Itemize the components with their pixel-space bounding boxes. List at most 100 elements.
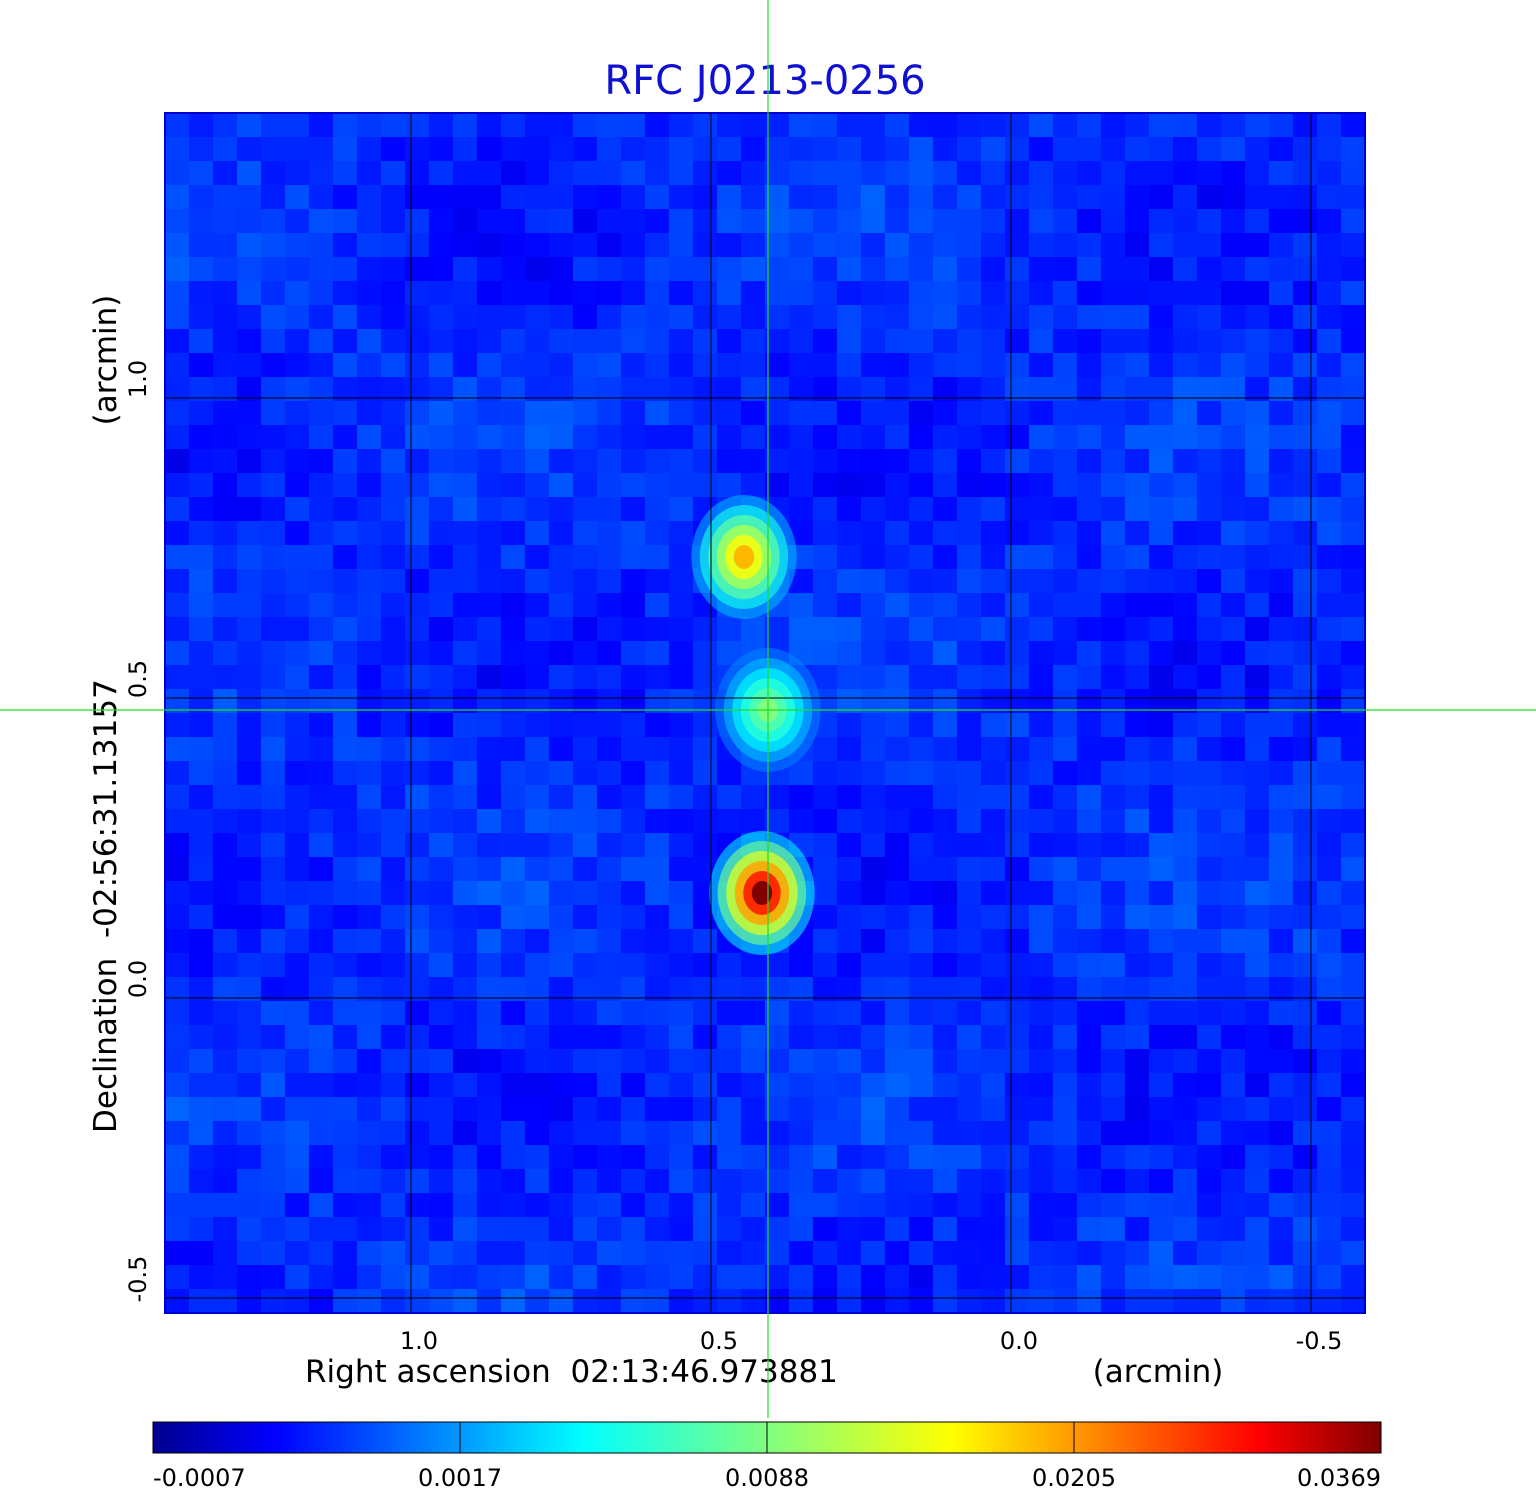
map-pixel (1149, 641, 1174, 666)
map-pixel (1317, 785, 1342, 810)
map-pixel (309, 209, 334, 234)
map-pixel (1053, 1265, 1078, 1290)
map-pixel (957, 1097, 982, 1122)
map-pixel (189, 977, 214, 1002)
map-pixel (693, 1073, 718, 1098)
map-pixel (693, 809, 718, 834)
map-pixel (1005, 809, 1030, 834)
map-pixel (1317, 377, 1342, 402)
map-pixel (957, 881, 982, 906)
map-pixel (669, 737, 694, 762)
map-pixel (957, 1265, 982, 1290)
map-pixel (1077, 521, 1102, 546)
map-pixel (981, 785, 1006, 810)
map-pixel (813, 1145, 838, 1170)
map-pixel (1269, 1241, 1294, 1266)
map-pixel (1269, 857, 1294, 882)
map-pixel (1269, 473, 1294, 498)
map-pixel (837, 617, 862, 642)
map-pixel (1221, 833, 1246, 858)
map-pixel (1269, 1289, 1294, 1313)
map-pixel (285, 641, 310, 666)
map-pixel (501, 617, 526, 642)
map-pixel (1149, 449, 1174, 474)
map-pixel (1341, 929, 1365, 954)
map-pixel (645, 545, 670, 570)
map-pixel (1341, 737, 1365, 762)
map-pixel (645, 833, 670, 858)
map-pixel (573, 1073, 598, 1098)
map-pixel (525, 761, 550, 786)
map-pixel (1029, 281, 1054, 306)
map-pixel (597, 833, 622, 858)
map-pixel (1101, 473, 1126, 498)
map-pixel (237, 185, 262, 210)
map-pixel (957, 401, 982, 426)
map-pixel (309, 905, 334, 930)
map-pixel (933, 257, 958, 282)
map-pixel (1173, 785, 1198, 810)
map-pixel (981, 881, 1006, 906)
map-pixel (453, 353, 478, 378)
map-pixel (165, 161, 190, 186)
map-pixel (1269, 449, 1294, 474)
map-pixel (1293, 521, 1318, 546)
map-pixel (453, 641, 478, 666)
map-pixel (525, 401, 550, 426)
map-pixel (1245, 233, 1270, 258)
map-pixel (213, 617, 238, 642)
map-pixel (477, 593, 502, 618)
map-pixel (1269, 977, 1294, 1002)
map-pixel (1317, 449, 1342, 474)
map-pixel (909, 929, 934, 954)
map-pixel (813, 1217, 838, 1242)
map-pixel (1125, 497, 1150, 522)
x-tick-label: 0.0 (1000, 1327, 1038, 1355)
map-pixel (1125, 449, 1150, 474)
map-pixel (909, 617, 934, 642)
map-pixel (861, 905, 886, 930)
map-pixel (261, 785, 286, 810)
map-pixel (1341, 641, 1365, 666)
map-pixel (741, 233, 766, 258)
map-pixel (357, 497, 382, 522)
map-pixel (1221, 521, 1246, 546)
map-pixel (501, 137, 526, 162)
map-pixel (621, 281, 646, 306)
map-pixel (1341, 977, 1365, 1002)
map-pixel (333, 593, 358, 618)
map-pixel (549, 1073, 574, 1098)
map-pixel (525, 305, 550, 330)
map-pixel (1341, 1169, 1365, 1194)
map-pixel (1029, 1217, 1054, 1242)
map-pixel (765, 1289, 790, 1313)
map-pixel (261, 569, 286, 594)
map-pixel (669, 305, 694, 330)
map-pixel (1101, 1025, 1126, 1050)
map-pixel (189, 473, 214, 498)
map-pixel (429, 425, 454, 450)
map-pixel (1341, 281, 1365, 306)
map-pixel (1173, 305, 1198, 330)
map-pixel (477, 353, 502, 378)
map-pixel (477, 977, 502, 1002)
map-pixel (813, 785, 838, 810)
map-pixel (645, 929, 670, 954)
map-pixel (1077, 209, 1102, 234)
map-pixel (837, 977, 862, 1002)
map-pixel (1221, 809, 1246, 834)
map-pixel (573, 233, 598, 258)
map-pixel (861, 1217, 886, 1242)
map-pixel (1149, 1193, 1174, 1218)
map-pixel (477, 377, 502, 402)
map-pixel (333, 1073, 358, 1098)
map-pixel (1317, 137, 1342, 162)
map-pixel (933, 1217, 958, 1242)
map-pixel (1149, 857, 1174, 882)
map-pixel (285, 1193, 310, 1218)
map-pixel (525, 1265, 550, 1290)
map-pixel (237, 569, 262, 594)
map-pixel (525, 881, 550, 906)
map-pixel (549, 281, 574, 306)
map-pixel (933, 137, 958, 162)
